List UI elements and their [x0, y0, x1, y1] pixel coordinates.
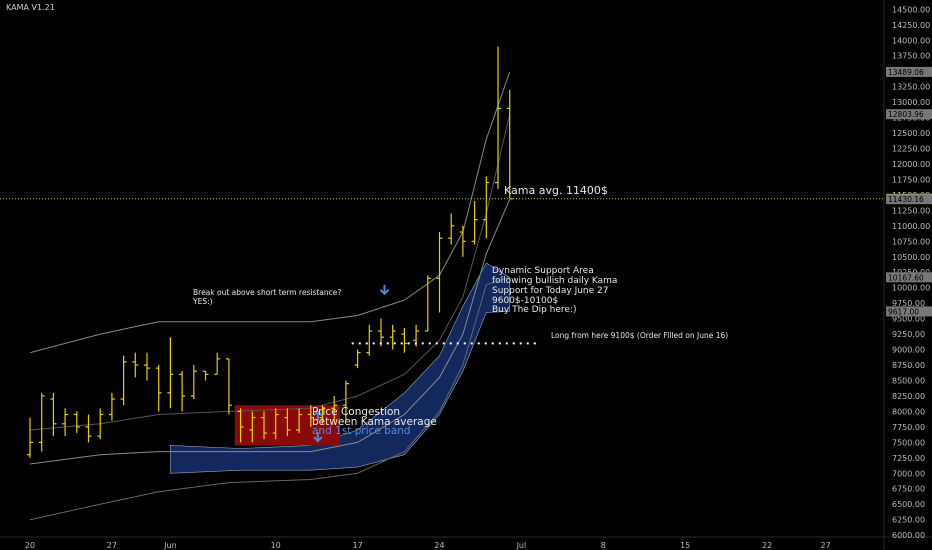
long-entry-annotation: Long from here 9100$ (Order Filled on Ju… — [551, 331, 729, 340]
time-tick-label-4: 17 — [353, 541, 363, 550]
price-badge-text-1: 12803.96 — [888, 110, 924, 119]
price-tick-label-26: 12500.00 — [892, 129, 930, 138]
kama-lower-band-1 — [29, 199, 511, 465]
congestion-line-1: Price Congestion — [312, 406, 401, 418]
price-tick-label-9: 8250.00 — [892, 392, 925, 401]
price-tick-label-6: 7500.00 — [892, 438, 925, 447]
price-tick-label-33: 14250.00 — [892, 21, 930, 30]
price-tick-label-23: 11750.00 — [892, 175, 930, 184]
price-tick-label-4: 7000.00 — [892, 469, 925, 478]
price-tick-label-31: 13750.00 — [892, 52, 930, 61]
price-tick-label-24: 12000.00 — [892, 160, 930, 169]
kama-upper-band — [29, 71, 511, 354]
price-tick-label-2: 6500.00 — [892, 500, 925, 509]
breakout-line-1: Break out above short term resistance? — [193, 288, 342, 297]
price-tick-label-14: 9500.00 — [892, 315, 925, 324]
price-tick-label-20: 11000.00 — [892, 222, 930, 231]
support-today-line-1: Support for Today June 27 — [492, 286, 609, 296]
price-badge-3 — [886, 194, 932, 205]
price-tick-label-34: 14500.00 — [892, 5, 930, 14]
congestion-down-arrow-icon — [313, 432, 323, 443]
price-badge-0 — [886, 66, 932, 77]
price-tick-label-16: 10000.00 — [892, 284, 930, 293]
time-tick-label-8: 15 — [680, 541, 690, 550]
price-tick-label-3: 6750.00 — [892, 485, 925, 494]
breakout-arrow-icon — [379, 284, 390, 296]
support-today-annotation: Support for Today June 27 9600$-10100$ B… — [492, 286, 609, 316]
price-tick-label-19: 10750.00 — [892, 237, 930, 246]
price-tick-label-0: 6000.00 — [892, 531, 925, 540]
breakout-line-2: YES:) — [193, 297, 213, 306]
price-tick-label-10: 8500.00 — [892, 377, 925, 386]
price-tick-label-13: 9250.00 — [892, 330, 925, 339]
price-badge-text-0: 13489.06 — [888, 68, 924, 77]
price-tick-label-7: 7750.00 — [892, 423, 925, 432]
price-tick-label-25: 12250.00 — [892, 145, 930, 154]
kama-avg-annotation: Kama avg. 11400$ — [504, 184, 608, 197]
chart-title: KAMA V1.21 — [6, 3, 55, 12]
price-tick-label-29: 13250.00 — [892, 83, 930, 92]
time-tick-label-3: 10 — [271, 541, 281, 550]
price-tick-label-5: 7250.00 — [892, 454, 925, 463]
price-badge-4 — [886, 272, 932, 283]
support-today-line-2: 9600$-10100$ — [492, 295, 559, 306]
price-tick-label-21: 11250.00 — [892, 206, 930, 215]
congestion-line-3: and 1st price band — [312, 425, 411, 437]
price-tick-label-8: 8000.00 — [892, 407, 925, 416]
dynamic-support-area — [170, 262, 511, 474]
time-tick-label-7: 8 — [601, 541, 606, 550]
congestion-line-2: between Kama average — [312, 415, 437, 428]
time-tick-label-9: 22 — [762, 541, 772, 550]
price-badge-text-5: 9617.00 — [888, 307, 919, 316]
price-tick-label-28: 13000.00 — [892, 98, 930, 107]
price-tick-label-1: 6250.00 — [892, 516, 925, 525]
price-tick-label-32: 14000.00 — [892, 36, 930, 45]
price-tick-label-11: 8750.00 — [892, 361, 925, 370]
time-tick-label-6: Jul — [516, 541, 527, 550]
price-badge-text-3: 11430.16 — [888, 195, 924, 204]
time-tick-label-10: 27 — [821, 541, 831, 550]
kama-average-line — [29, 114, 511, 431]
time-tick-label-0: 20 — [25, 541, 35, 550]
dynamic-support-line-1: Dynamic Support Area — [492, 266, 594, 276]
price-tick-label-15: 9750.00 — [892, 299, 925, 308]
time-tick-label-2: Jun — [163, 541, 177, 550]
support-today-line-3: Buy The Dip here:) — [492, 305, 577, 315]
congestion-annotation: Price Congestion between Kama average an… — [312, 406, 437, 437]
dynamic-support-annotation: Dynamic Support Area following bullish d… — [492, 266, 617, 286]
price-badge-text-4: 10167.60 — [888, 273, 924, 282]
price-badge-1 — [886, 109, 932, 120]
time-tick-label-5: 24 — [434, 541, 444, 550]
price-tick-label-18: 10500.00 — [892, 253, 930, 262]
price-tick-label-12: 9000.00 — [892, 346, 925, 355]
price-badge-5 — [886, 306, 932, 317]
dynamic-support-line-2: following bullish daily Kama — [492, 276, 618, 286]
congestion-up-arrow-icon — [313, 410, 323, 421]
time-tick-label-1: 27 — [107, 541, 117, 550]
kama-lower-band-2 — [29, 276, 510, 521]
breakout-annotation: Break out above short term resistance? Y… — [193, 288, 341, 306]
